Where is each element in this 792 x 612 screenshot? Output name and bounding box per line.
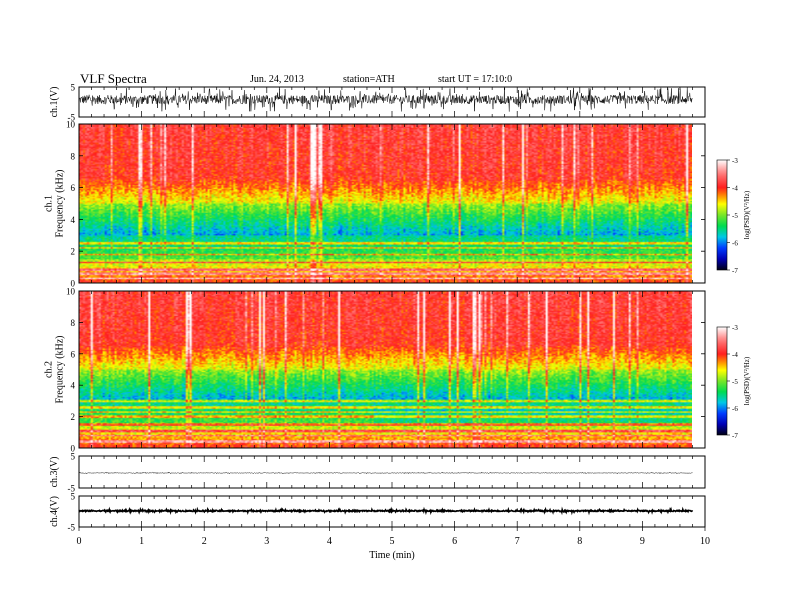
y-tick-label: 2 bbox=[71, 247, 76, 257]
colorbar-tick-label: -4 bbox=[732, 351, 738, 359]
waveform-trace bbox=[78, 506, 694, 516]
x-tick-label: 5 bbox=[390, 536, 395, 547]
ch2-spectrogram-panel: 0 2 4 6 8 10 ch.2 Frequency (kHz) bbox=[44, 287, 706, 454]
colorbar-gradient bbox=[716, 326, 728, 436]
spectrogram-image bbox=[79, 291, 692, 448]
ch3-waveform-panel: 5 -5 ch.3(V) bbox=[49, 452, 706, 494]
waveform-trace bbox=[78, 87, 693, 112]
colorbar-tick-label: -7 bbox=[732, 432, 738, 440]
x-tick-label: 7 bbox=[515, 536, 520, 547]
y-tick-label: -5 bbox=[68, 523, 76, 533]
x-tick-label: 10 bbox=[700, 536, 710, 547]
y-axis-label: ch.4(V) bbox=[49, 496, 60, 527]
y-axis-label: ch.3(V) bbox=[49, 457, 60, 488]
y-tick-label: 0 bbox=[71, 444, 76, 454]
x-axis-label: Time (min) bbox=[369, 550, 414, 561]
y-tick-label: 2 bbox=[71, 412, 76, 422]
y-axis-label: ch.1 bbox=[44, 195, 55, 212]
waveform-trace bbox=[78, 471, 693, 475]
y-tick-label: 10 bbox=[66, 287, 76, 297]
y-axis-label: Frequency (kHz) bbox=[55, 335, 66, 403]
colorbar-tick-label: -3 bbox=[732, 157, 738, 165]
colorbar-tick-label: -6 bbox=[732, 240, 738, 248]
colorbar-gradient bbox=[716, 159, 728, 271]
station-label: station=ATH bbox=[343, 74, 395, 85]
ch1-spectrogram-panel: 0 2 4 6 8 10 ch.1 Frequency (kHz) bbox=[44, 120, 706, 289]
y-tick-label: 5 bbox=[71, 452, 76, 462]
ch2-colorbar: -3 -4 -5 -6 -7 log(PSD)(V²/Hz) bbox=[716, 324, 751, 440]
colorbar-label: log(PSD)(V²/Hz) bbox=[743, 356, 751, 405]
y-axis-label: ch.1(V) bbox=[49, 87, 60, 118]
colorbar-tick-label: -4 bbox=[732, 185, 738, 193]
x-tick-label: 3 bbox=[264, 536, 269, 547]
ch4-waveform-panel: 5 -5 ch.4(V) bbox=[49, 492, 706, 533]
y-tick-label: 4 bbox=[71, 381, 76, 391]
y-tick-label: 6 bbox=[71, 183, 76, 193]
ch1-colorbar: -3 -4 -5 -6 -7 log(PSD)(V²/Hz) bbox=[716, 157, 751, 275]
x-tick-label: 0 bbox=[77, 536, 82, 547]
x-tick-label: 9 bbox=[640, 536, 645, 547]
y-tick-label: 8 bbox=[71, 151, 76, 161]
colorbar-tick-label: -3 bbox=[732, 324, 738, 332]
x-tick-label: 8 bbox=[577, 536, 582, 547]
y-tick-label: 10 bbox=[66, 120, 76, 130]
y-tick-label: -5 bbox=[68, 484, 76, 494]
colorbar-tick-label: -5 bbox=[732, 212, 738, 220]
y-tick-label: 4 bbox=[71, 215, 76, 225]
x-tick-label: 2 bbox=[202, 536, 207, 547]
colorbar-label: log(PSD)(V²/Hz) bbox=[743, 190, 751, 239]
y-axis-label: ch.2 bbox=[44, 361, 55, 378]
date-label: Jun. 24, 2013 bbox=[250, 74, 304, 85]
x-tick-label: 6 bbox=[452, 536, 457, 547]
y-tick-label: 8 bbox=[71, 318, 76, 328]
colorbar-tick-label: -7 bbox=[732, 267, 738, 275]
y-tick-label: 5 bbox=[71, 83, 76, 93]
y-axis-label: Frequency (kHz) bbox=[55, 169, 66, 237]
colorbar-tick-label: -5 bbox=[732, 378, 738, 386]
y-tick-label: 0 bbox=[71, 279, 76, 289]
y-tick-label: 6 bbox=[71, 349, 76, 359]
ch1-waveform-panel: 5 -5 ch.1(V) bbox=[49, 83, 706, 123]
y-tick-label: -5 bbox=[68, 113, 76, 123]
y-tick-label: 5 bbox=[71, 492, 76, 502]
figure-title: VLF Spectra bbox=[80, 71, 147, 86]
start-time-label: start UT = 17:10:0 bbox=[438, 74, 512, 85]
spectrogram-image bbox=[79, 124, 692, 283]
time-axis: 0 1 2 3 4 5 6 7 8 9 10 bbox=[77, 527, 710, 547]
colorbar-tick-label: -6 bbox=[732, 405, 738, 413]
x-tick-label: 4 bbox=[327, 536, 332, 547]
x-tick-label: 1 bbox=[139, 536, 144, 547]
